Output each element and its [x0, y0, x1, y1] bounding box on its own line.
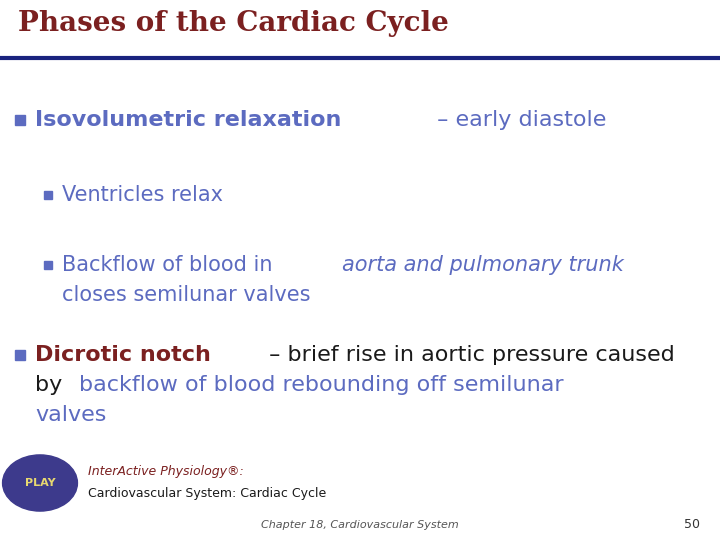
Circle shape [3, 455, 78, 511]
Text: 50: 50 [684, 518, 700, 531]
Text: Ventricles relax: Ventricles relax [62, 185, 223, 205]
Text: Cardiovascular System: Cardiac Cycle: Cardiovascular System: Cardiac Cycle [88, 488, 326, 501]
Bar [15, 115, 25, 125]
Text: Dicrotic notch: Dicrotic notch [35, 345, 211, 365]
Text: InterActive Physiology®:: InterActive Physiology®: [88, 465, 244, 478]
Text: aorta and pulmonary trunk: aorta and pulmonary trunk [342, 255, 624, 275]
Text: valves: valves [35, 405, 107, 425]
Text: PLAY: PLAY [24, 478, 55, 488]
Text: by: by [35, 375, 69, 395]
Bar [15, 350, 25, 360]
Text: closes semilunar valves: closes semilunar valves [62, 285, 310, 305]
Text: Phases of the Cardiac Cycle: Phases of the Cardiac Cycle [18, 10, 449, 37]
Bar [44, 261, 52, 269]
Text: Isovolumetric relaxation: Isovolumetric relaxation [35, 110, 341, 130]
Text: – brief rise in aortic pressure caused: – brief rise in aortic pressure caused [262, 345, 675, 365]
Text: Backflow of blood in: Backflow of blood in [62, 255, 279, 275]
Text: backflow of blood rebounding off semilunar: backflow of blood rebounding off semilun… [79, 375, 564, 395]
Text: Chapter 18, Cardiovascular System: Chapter 18, Cardiovascular System [261, 520, 459, 530]
Text: – early diastole: – early diastole [431, 110, 607, 130]
Bar [44, 191, 52, 199]
